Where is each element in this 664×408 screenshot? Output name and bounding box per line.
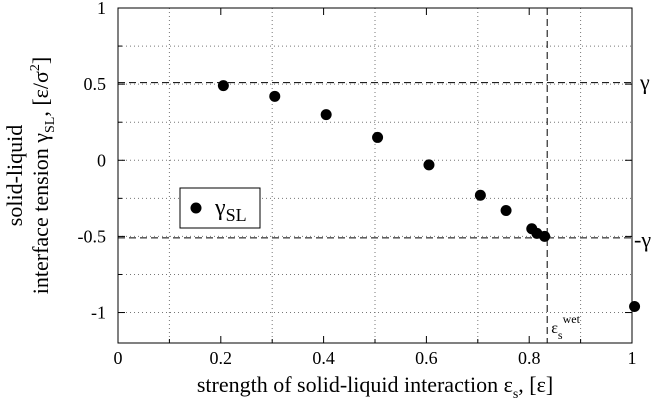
y-axis-label-line2: interface tension γSL, [ε/σ2]	[28, 57, 58, 294]
x-tick-label: 0.4	[312, 348, 335, 368]
data-point	[217, 80, 229, 92]
x-tick-label: 0.2	[210, 348, 233, 368]
y-axis-label-end: ]	[28, 57, 53, 64]
ref-label-minus-gamma: -γ	[634, 227, 651, 252]
x-axis-label-sub: s	[513, 387, 518, 402]
x-tick-label: 0.6	[415, 348, 438, 368]
grid	[118, 8, 632, 343]
x-axis-label-tail: , [ε]	[518, 372, 553, 397]
x-axis-label: strength of solid-liquid interaction εs,…	[197, 372, 553, 402]
data-point	[269, 90, 281, 102]
y-tick-label: 0	[97, 150, 106, 170]
x-tick-label: 0	[114, 348, 123, 368]
data-point	[372, 131, 384, 143]
y-axis-label-mid: , [ε/σ	[28, 71, 53, 117]
ticks	[117, 7, 633, 343]
legend-label: γSL	[214, 195, 247, 225]
y-tick-label: -1	[91, 303, 106, 323]
reference-line-labels: γ -γ εswet	[551, 70, 651, 342]
y-axis-label-main: interface tension γ	[28, 133, 53, 294]
legend-label-main: γ	[214, 195, 226, 221]
y-axis-label-sub: SL	[43, 117, 58, 133]
data-point	[629, 300, 641, 312]
x-axis-label-main: strength of solid-liquid interaction ε	[197, 372, 513, 397]
legend-marker	[190, 202, 202, 214]
ref-label-gamma: γ	[639, 70, 650, 95]
ref-label-epsilon-wet: εswet	[551, 312, 580, 342]
data-point	[320, 109, 332, 121]
data-points	[217, 80, 641, 312]
y-axis-label-line1: solid-liquid	[2, 125, 27, 226]
ref-label-epsilon-sup: wet	[563, 312, 581, 326]
x-tick-label: 1	[628, 348, 637, 368]
y-tick-label: -0.5	[78, 226, 107, 246]
ref-label-epsilon-sub: s	[558, 328, 563, 342]
reference-lines	[118, 8, 632, 343]
data-point	[423, 159, 435, 171]
y-tick-label: 1	[97, 0, 106, 18]
legend-label-sub: SL	[226, 205, 247, 225]
y-tick-label: 0.5	[84, 74, 107, 94]
ref-label-epsilon: ε	[551, 320, 558, 337]
data-point	[539, 230, 551, 242]
tick-labels: 0 0.2 0.4 0.6 0.8 1 1 0.5 0 -0.5 -1	[78, 0, 637, 368]
y-axis-label: solid-liquid interface tension γSL, [ε/σ…	[2, 57, 58, 294]
data-point	[500, 205, 512, 217]
y-axis-label-sup: 2	[28, 64, 43, 71]
x-tick-label: 0.8	[518, 348, 541, 368]
data-point	[474, 189, 486, 201]
legend: γSL	[179, 187, 261, 229]
